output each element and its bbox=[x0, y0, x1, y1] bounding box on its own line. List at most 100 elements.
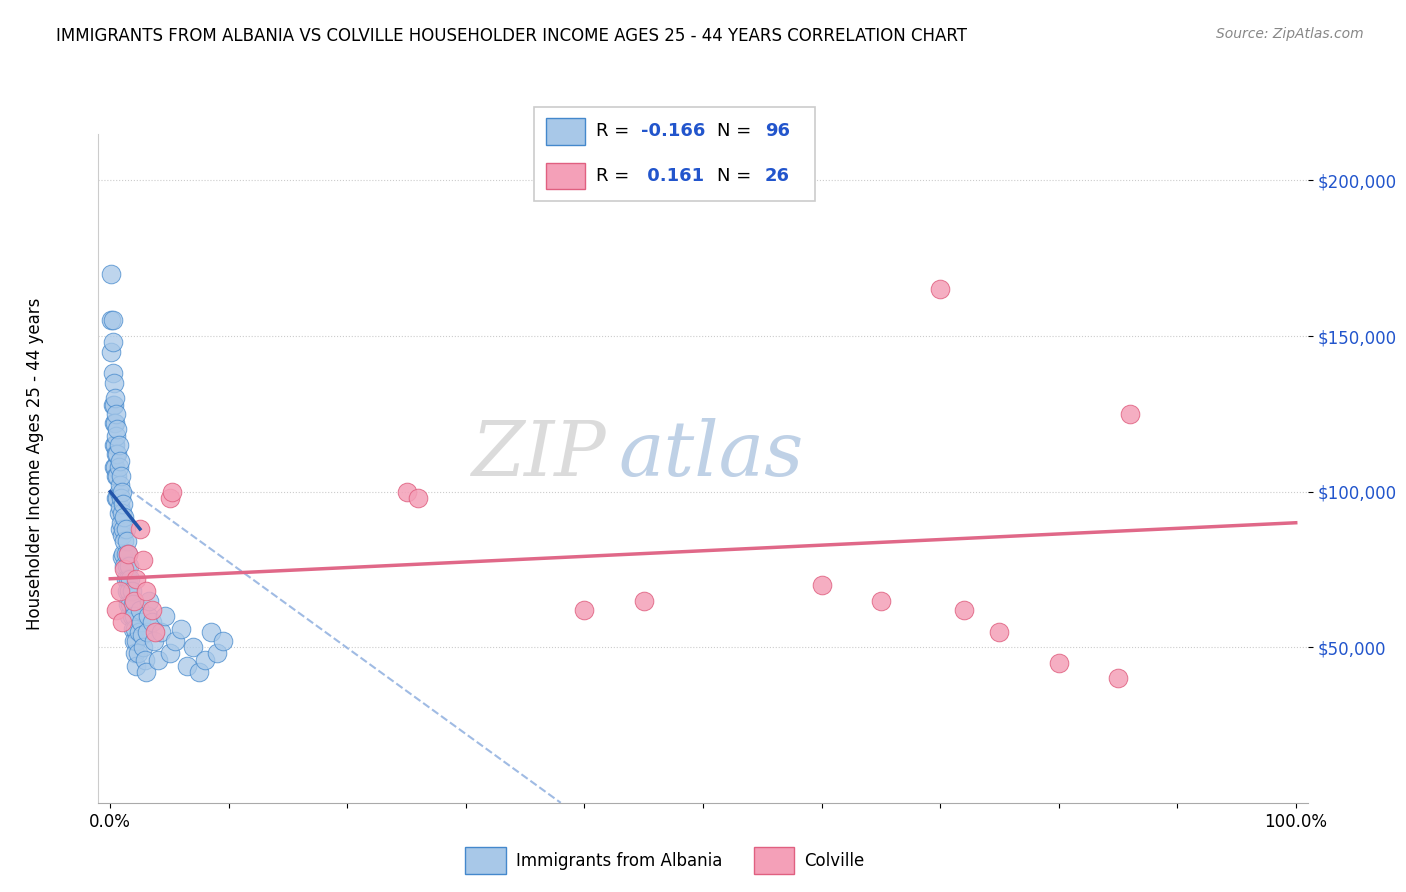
Point bbox=[112, 522, 135, 536]
Point bbox=[129, 615, 152, 630]
Point bbox=[104, 438, 127, 452]
Point bbox=[141, 615, 163, 630]
Point bbox=[114, 547, 136, 561]
Text: -0.166: -0.166 bbox=[641, 122, 706, 140]
Point bbox=[115, 559, 138, 574]
Point bbox=[118, 559, 141, 574]
Point bbox=[120, 597, 142, 611]
Point bbox=[121, 622, 143, 636]
Point bbox=[176, 659, 198, 673]
Point bbox=[118, 584, 141, 599]
Text: Source: ZipAtlas.com: Source: ZipAtlas.com bbox=[1216, 27, 1364, 41]
Point bbox=[952, 603, 974, 617]
Point bbox=[153, 609, 176, 624]
Point bbox=[103, 459, 125, 474]
Point bbox=[159, 491, 181, 505]
Point bbox=[107, 459, 129, 474]
Text: Colville: Colville bbox=[804, 852, 865, 870]
Point bbox=[103, 376, 125, 390]
Point bbox=[122, 634, 145, 648]
Point bbox=[108, 584, 131, 599]
Point bbox=[138, 593, 160, 607]
Point bbox=[574, 603, 596, 617]
Point bbox=[118, 609, 141, 624]
Point bbox=[115, 534, 138, 549]
Point bbox=[117, 547, 139, 561]
Point bbox=[125, 572, 148, 586]
Point bbox=[114, 522, 136, 536]
Point bbox=[108, 478, 131, 492]
Text: N =: N = bbox=[717, 168, 756, 186]
Point bbox=[110, 491, 132, 505]
Point bbox=[194, 653, 217, 667]
Point bbox=[104, 392, 127, 406]
Point bbox=[143, 624, 166, 639]
Point bbox=[114, 534, 136, 549]
Point bbox=[129, 522, 152, 536]
Point bbox=[105, 491, 128, 505]
Text: ZIP: ZIP bbox=[471, 418, 606, 491]
Point bbox=[124, 647, 146, 661]
Point bbox=[132, 640, 155, 655]
Point bbox=[117, 572, 139, 586]
Point bbox=[115, 584, 138, 599]
Point bbox=[810, 578, 832, 592]
Bar bbox=[754, 847, 794, 874]
Point bbox=[135, 665, 157, 679]
Point bbox=[107, 484, 129, 499]
Text: Immigrants from Albania: Immigrants from Albania bbox=[516, 852, 723, 870]
Point bbox=[136, 609, 159, 624]
Text: N =: N = bbox=[717, 122, 756, 140]
Point bbox=[129, 603, 152, 617]
Point bbox=[125, 659, 148, 673]
Point bbox=[131, 628, 153, 642]
Point bbox=[111, 484, 134, 499]
Point bbox=[125, 634, 148, 648]
Point bbox=[117, 547, 139, 561]
Point bbox=[136, 624, 159, 639]
Point bbox=[1047, 656, 1070, 670]
Point bbox=[105, 447, 128, 461]
Point bbox=[114, 559, 136, 574]
Point bbox=[103, 397, 125, 411]
Point bbox=[114, 562, 136, 576]
Point bbox=[160, 484, 183, 499]
Point bbox=[100, 344, 122, 359]
Point bbox=[112, 497, 135, 511]
Point bbox=[188, 665, 211, 679]
Point bbox=[124, 622, 146, 636]
Point bbox=[114, 572, 136, 586]
Text: atlas: atlas bbox=[619, 418, 804, 491]
Point bbox=[132, 553, 155, 567]
Point bbox=[633, 593, 655, 607]
Point bbox=[165, 634, 187, 648]
Point bbox=[112, 547, 135, 561]
Point bbox=[150, 624, 173, 639]
Point bbox=[121, 609, 143, 624]
Point bbox=[100, 267, 122, 281]
Point bbox=[103, 438, 125, 452]
Point bbox=[101, 397, 124, 411]
Point bbox=[104, 416, 127, 430]
Point bbox=[141, 603, 163, 617]
Point bbox=[105, 469, 128, 483]
Text: R =: R = bbox=[596, 168, 636, 186]
Point bbox=[114, 509, 136, 524]
Point bbox=[110, 469, 132, 483]
Point bbox=[107, 438, 129, 452]
Point bbox=[101, 367, 124, 381]
Bar bbox=[546, 163, 585, 189]
Point bbox=[105, 407, 128, 421]
Point bbox=[128, 624, 150, 639]
Point bbox=[101, 335, 124, 350]
Point bbox=[108, 500, 131, 515]
Point bbox=[108, 453, 131, 467]
Point bbox=[104, 459, 127, 474]
Point bbox=[988, 624, 1011, 639]
Point bbox=[111, 528, 134, 542]
Point bbox=[111, 615, 134, 630]
Text: 96: 96 bbox=[765, 122, 790, 140]
Point bbox=[101, 313, 124, 327]
Point bbox=[869, 593, 891, 607]
Text: 0.161: 0.161 bbox=[641, 168, 704, 186]
